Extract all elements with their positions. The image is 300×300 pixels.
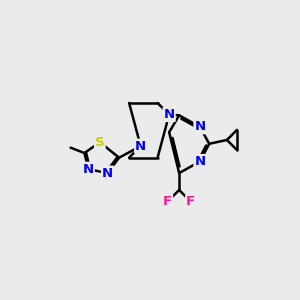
Text: N: N <box>135 140 146 153</box>
Text: N: N <box>102 167 113 180</box>
Text: N: N <box>164 108 175 121</box>
Text: S: S <box>95 136 105 149</box>
Text: N: N <box>83 163 94 176</box>
Text: F: F <box>186 195 195 208</box>
Text: N: N <box>194 120 206 134</box>
Text: F: F <box>163 195 172 208</box>
Text: N: N <box>194 155 206 168</box>
